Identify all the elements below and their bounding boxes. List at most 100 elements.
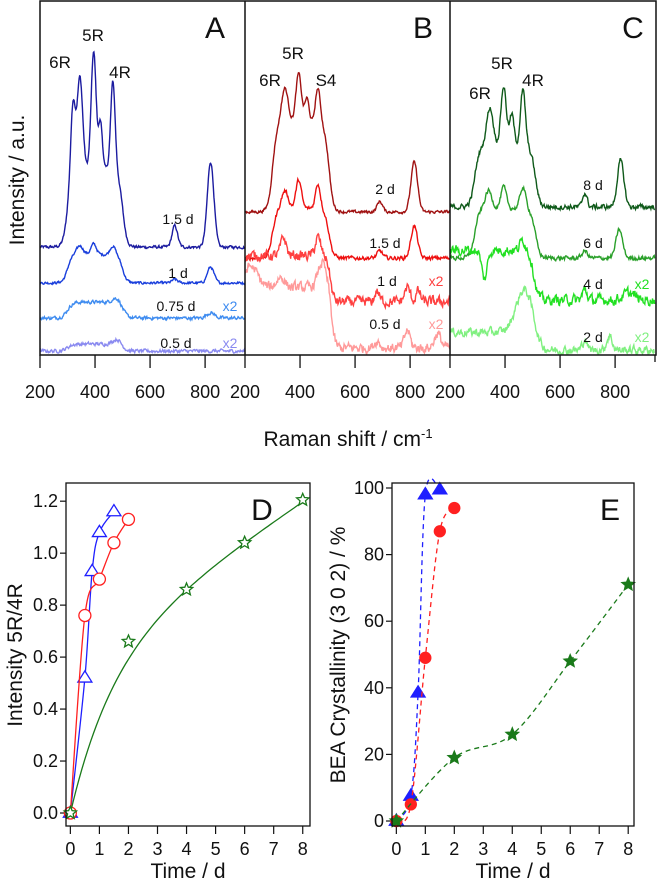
- spectrum-trace: [40, 296, 245, 322]
- trace-label: 6 d: [583, 235, 602, 251]
- trace-label: 0.75 d: [157, 298, 196, 314]
- green-star-marker: [120, 633, 137, 649]
- red-circle-marker: [121, 512, 136, 527]
- x-tick-label: 6: [565, 839, 575, 859]
- red-circle-marker: [433, 525, 446, 538]
- trace-label: 1 d: [168, 265, 187, 281]
- blue-triangle-marker: [83, 563, 101, 577]
- x-tick-label: 3: [152, 839, 162, 859]
- y-tick-label: 0.4: [33, 699, 58, 719]
- x-tick-label: 600: [340, 382, 370, 402]
- peak-label-a-5r: 5R: [82, 26, 104, 45]
- raman-spectra: [40, 50, 656, 355]
- green-star-marker: [504, 726, 521, 742]
- x-tick-label: 4: [182, 839, 192, 859]
- red-circle-marker: [107, 536, 121, 550]
- panel-label-a: A: [205, 12, 225, 45]
- panel-label-e: E: [600, 494, 620, 527]
- spectrum-trace: [245, 232, 450, 311]
- panel-e-x-axis-label: Time / d: [475, 860, 550, 883]
- panel-e-frame: [391, 482, 635, 827]
- green-star-marker: [295, 491, 311, 507]
- blue-series-line: [395, 477, 441, 822]
- y-tick-label: 1.0: [33, 543, 58, 563]
- green-star-marker: [620, 576, 636, 592]
- x-tick-label: 2: [123, 839, 133, 859]
- y-tick-label: 40: [364, 678, 384, 698]
- spectrum-trace: [245, 176, 450, 262]
- x-tick-label: 2: [449, 839, 459, 859]
- trace-label: 2 d: [375, 181, 394, 197]
- red-series-line: [69, 519, 130, 814]
- x-tick-label: 400: [490, 382, 520, 402]
- peak-label-a-6r: 6R: [49, 53, 71, 72]
- x-tick-label: 600: [135, 382, 165, 402]
- green-series-line: [395, 584, 629, 822]
- x-tick-label: 4: [507, 839, 517, 859]
- x-tick-label: 8: [298, 839, 308, 859]
- y-tick-label: 100: [354, 478, 384, 498]
- x-tick-label: 800: [190, 382, 220, 402]
- x-tick-label: 0: [391, 839, 401, 859]
- panel-label-d: D: [251, 494, 273, 527]
- spectrum-trace: [245, 257, 450, 355]
- green-star-marker: [562, 653, 578, 668]
- x-tick-label: 800: [395, 382, 425, 402]
- y-tick-label: 0: [374, 811, 384, 831]
- peak-label-b-s4: S4: [316, 71, 337, 90]
- raman-x-axis: 200 400 600 800 200 400 600 800 200 400 600 800: [25, 355, 656, 402]
- red-circle-marker: [448, 501, 461, 515]
- panel-label-b: B: [413, 12, 433, 45]
- x-tick-label: 200: [435, 382, 465, 402]
- trace-label: 0.5 d: [160, 335, 191, 351]
- x-tick-label: 5: [536, 839, 546, 859]
- peak-label-b-6r: 6R: [259, 71, 281, 90]
- panel-d-x-axis-label: Time / d: [150, 860, 225, 883]
- peak-label-b-5r: 5R: [282, 44, 304, 63]
- x-tick-label: 5: [211, 839, 221, 859]
- x-tick-label: 1: [420, 839, 430, 859]
- spectrum-trace: [450, 183, 656, 263]
- y-tick-label: 20: [364, 744, 384, 764]
- panel-e-y-axis-label: BEA Crystallinity (3 0 2) / %: [327, 527, 350, 784]
- panel-c-spectra: [450, 87, 656, 355]
- y-tick-label: 0.0: [33, 803, 58, 823]
- spectrum-trace: [40, 336, 245, 355]
- scale-label: x2: [429, 316, 444, 332]
- panel-d-frame: [65, 482, 311, 827]
- blue-triangle-marker: [417, 486, 434, 500]
- red-circle-marker: [419, 651, 432, 664]
- x-tick-label: 8: [623, 839, 633, 859]
- blue-triangle-marker: [431, 481, 448, 495]
- trace-label: 0.5 d: [369, 316, 400, 332]
- peak-label-a-4r: 4R: [109, 63, 131, 82]
- peak-label-c-4r: 4R: [522, 71, 544, 90]
- scale-label: x2: [223, 298, 238, 314]
- y-tick-label: 0.8: [33, 595, 58, 615]
- y-tick-label: 60: [364, 611, 384, 631]
- x-tick-label: 3: [478, 839, 488, 859]
- blue-triangle-marker: [76, 669, 94, 683]
- raman-x-axis-label: Raman shift / cm-1: [263, 426, 432, 451]
- scale-label: x2: [635, 276, 650, 292]
- panel-a-spectra: [40, 50, 245, 355]
- y-tick-label: 1.2: [33, 491, 58, 511]
- y-tick-label: 0.6: [33, 647, 58, 667]
- spectrum-trace: [450, 236, 656, 307]
- red-circle-marker: [92, 572, 107, 586]
- red-series-line: [395, 507, 455, 823]
- scale-label: x2: [635, 329, 650, 345]
- spectrum-trace: [245, 71, 450, 215]
- green-star-marker: [236, 534, 253, 550]
- trace-label: 1.5 d: [369, 235, 400, 251]
- spectrum-trace: [450, 87, 656, 212]
- blue-triangle-marker: [105, 503, 123, 517]
- red-circle-marker: [78, 608, 92, 623]
- raman-y-axis-label: Intensity / a.u.: [6, 115, 29, 246]
- x-tick-label: 200: [25, 382, 55, 402]
- trace-label: 1 d: [377, 273, 396, 289]
- green-star-marker: [178, 581, 195, 597]
- trace-label: 8 d: [583, 177, 602, 193]
